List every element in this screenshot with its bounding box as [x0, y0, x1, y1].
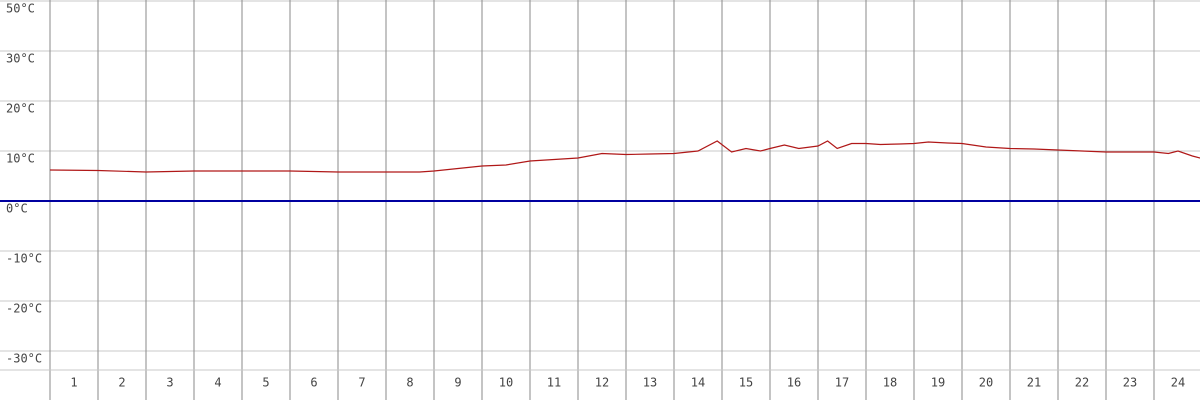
- x-tick-label: 8: [406, 376, 413, 390]
- x-tick-label: 13: [643, 376, 657, 390]
- temperature-line: [49, 140, 1200, 173]
- x-tick-label: 9: [454, 376, 461, 390]
- plot: [0, 140, 1200, 202]
- y-tick-label: 50°C: [6, 2, 35, 16]
- x-tick-label: 18: [883, 376, 897, 390]
- labels: 50°C30°C20°C10°C0°C-10°C-20°C-30°C1 2 3 4 5 6…: [6, 2, 1185, 390]
- y-tick-label: -10°C: [6, 252, 42, 266]
- y-tick-label: 10°C: [6, 152, 35, 166]
- x-tick-label: 3: [166, 376, 173, 390]
- x-tick-label: 6: [310, 376, 317, 390]
- y-tick-label: -20°C: [6, 302, 42, 316]
- y-tick-label: 20°C: [6, 102, 35, 116]
- x-tick-label: 17: [835, 376, 849, 390]
- x-tick-label: 20: [979, 376, 993, 390]
- y-tick-label: -30°C: [6, 352, 42, 366]
- x-tick-label: 22: [1075, 376, 1089, 390]
- x-tick-label: 7: [358, 376, 365, 390]
- x-tick-label: 24: [1171, 376, 1185, 390]
- x-tick-label: 16: [787, 376, 801, 390]
- x-tick-label: 12: [595, 376, 609, 390]
- x-tick-label: 11: [547, 376, 561, 390]
- y-tick-label: 0°C: [6, 202, 28, 216]
- x-tick-label: 19: [931, 376, 945, 390]
- x-tick-label: 15: [739, 376, 753, 390]
- x-tick-label: 1: [70, 376, 77, 390]
- x-tick-label: 2: [118, 376, 125, 390]
- x-tick-label: 14: [691, 376, 705, 390]
- x-tick-label: 21: [1027, 376, 1041, 390]
- y-tick-label: 30°C: [6, 52, 35, 66]
- x-tick-label: 5: [262, 376, 269, 390]
- x-tick-label: 10: [499, 376, 513, 390]
- x-tick-label: 4: [214, 376, 221, 390]
- x-tick-label: 23: [1123, 376, 1137, 390]
